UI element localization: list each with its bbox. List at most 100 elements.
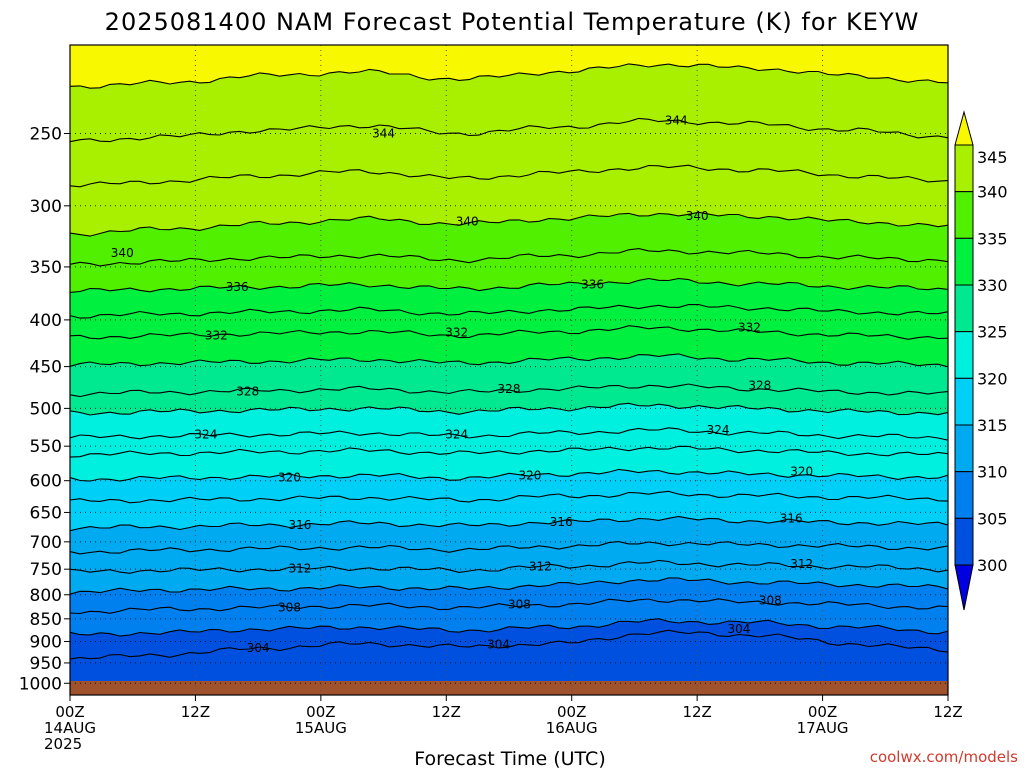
contour-label-344: 344 bbox=[665, 114, 688, 128]
contour-line-330 bbox=[70, 353, 948, 368]
contour-line-346 bbox=[70, 63, 948, 89]
contour-line-312 bbox=[70, 559, 948, 574]
contour-lines bbox=[70, 63, 948, 660]
x-tick-label: 00Z bbox=[55, 703, 84, 721]
contour-line-316 bbox=[70, 515, 948, 532]
y-tick-label: 650 bbox=[30, 503, 62, 523]
chart-title: 2025081400 NAM Forecast Potential Temper… bbox=[105, 8, 920, 36]
contour-label-text: 324 bbox=[707, 423, 730, 437]
contour-label-text: 328 bbox=[748, 379, 771, 393]
colorbar-box bbox=[954, 284, 974, 333]
contour-label-text: 304 bbox=[487, 638, 510, 652]
colorbar-box bbox=[954, 517, 974, 566]
colorbar-box bbox=[954, 471, 974, 519]
colorbar-tick-label: 340 bbox=[977, 183, 1008, 202]
y-tick-label: 450 bbox=[30, 358, 62, 378]
contour-label-text: 320 bbox=[518, 468, 541, 482]
contour-line-310 bbox=[70, 577, 948, 595]
fill-band-above-346 bbox=[70, 45, 948, 89]
contour-label-text: 308 bbox=[278, 600, 301, 614]
y-tick-label: 850 bbox=[30, 610, 62, 630]
contour-label-text: 344 bbox=[665, 114, 688, 128]
contour-line-306 bbox=[70, 618, 948, 637]
colorbar-box bbox=[954, 237, 974, 286]
contour-line-322 bbox=[70, 445, 948, 458]
ground-surface bbox=[70, 681, 948, 695]
colorbar-tick-label: 345 bbox=[977, 148, 1008, 167]
contour-label-312: 312 bbox=[790, 557, 813, 571]
contour-label-text: 324 bbox=[194, 427, 217, 441]
y-tick-label: 300 bbox=[30, 197, 62, 217]
x-tick-label: 14AUG bbox=[44, 719, 96, 737]
x-tick-label: 00Z bbox=[557, 703, 586, 721]
x-tick-label: 12Z bbox=[933, 703, 962, 721]
contour-label-304: 304 bbox=[487, 638, 510, 652]
contour-label-304: 304 bbox=[727, 622, 750, 636]
contour-label-320: 320 bbox=[518, 468, 541, 482]
contour-label-text: 336 bbox=[226, 280, 249, 294]
contour-line-334 bbox=[70, 303, 948, 319]
contour-label-324: 324 bbox=[194, 427, 217, 441]
x-tick-label: 15AUG bbox=[295, 719, 347, 737]
contour-label-344: 344 bbox=[372, 126, 395, 140]
x-axis-label: Forecast Time (UTC) bbox=[414, 748, 605, 768]
y-tick-label: 400 bbox=[30, 311, 62, 331]
contour-label-text: 328 bbox=[236, 384, 259, 398]
colorbar-tick-label: 320 bbox=[977, 369, 1008, 388]
y-axis: 2503003504004505005506006507007508008509… bbox=[19, 124, 70, 694]
y-tick-label: 750 bbox=[30, 560, 62, 580]
contour-line-324 bbox=[70, 427, 948, 441]
y-tick-label: 800 bbox=[30, 586, 62, 606]
contour-label-text: 320 bbox=[790, 464, 813, 478]
contour-line-314 bbox=[70, 541, 948, 555]
colorbar-box bbox=[954, 144, 974, 193]
colorbar-tick-label: 315 bbox=[977, 416, 1008, 435]
colorbar-box bbox=[954, 424, 974, 473]
contour-line-338 bbox=[70, 248, 948, 267]
contour-label-304: 304 bbox=[247, 641, 270, 655]
contour-label-text: 308 bbox=[759, 594, 782, 608]
contour-label-text: 316 bbox=[288, 518, 311, 532]
colorbar-tick-label: 330 bbox=[977, 276, 1008, 295]
contour-label-text: 344 bbox=[372, 126, 395, 140]
contour-label-336: 336 bbox=[226, 280, 249, 294]
colorbar-extend-top bbox=[954, 110, 974, 146]
colorbar-tick-label: 305 bbox=[977, 509, 1008, 528]
contour-label-332: 332 bbox=[738, 321, 761, 335]
contour-label-332: 332 bbox=[205, 328, 228, 342]
contour-label-text: 312 bbox=[529, 560, 552, 574]
contour-label-text: 304 bbox=[727, 622, 750, 636]
contour-label-328: 328 bbox=[748, 379, 771, 393]
y-tick-label: 1000 bbox=[19, 674, 62, 694]
y-tick-label: 900 bbox=[30, 632, 62, 652]
contour-line-342 bbox=[70, 164, 948, 188]
y-tick-label: 500 bbox=[30, 399, 62, 419]
contour-label-text: 332 bbox=[205, 328, 228, 342]
contour-fills bbox=[70, 45, 948, 695]
colorbar-tick-label: 310 bbox=[977, 463, 1008, 482]
contour-label-308: 308 bbox=[508, 598, 531, 612]
contour-label-text: 340 bbox=[686, 209, 709, 223]
contour-line-340 bbox=[70, 211, 948, 237]
colorbar-tick-label: 300 bbox=[977, 556, 1008, 575]
y-tick-label: 600 bbox=[30, 472, 62, 492]
contour-line-336 bbox=[70, 277, 948, 293]
contour-label-text: 316 bbox=[550, 515, 573, 529]
contour-label-336: 336 bbox=[581, 278, 604, 292]
contour-label-text: 316 bbox=[780, 511, 803, 525]
x-tick-label: 00Z bbox=[306, 703, 335, 721]
x-tick-label: 12Z bbox=[682, 703, 711, 721]
contour-label-text: 324 bbox=[445, 427, 468, 441]
contour-label-340: 340 bbox=[686, 209, 709, 223]
contour-label-316: 316 bbox=[288, 518, 311, 532]
x-tick-label: 17AUG bbox=[797, 719, 849, 737]
contour-label-text: 340 bbox=[456, 214, 479, 228]
contour-line-318 bbox=[70, 490, 948, 504]
contour-label-text: 340 bbox=[111, 246, 134, 260]
contour-label-332: 332 bbox=[445, 326, 468, 340]
colorbar-tick-label: 335 bbox=[977, 229, 1008, 248]
contour-label-text: 320 bbox=[278, 470, 301, 484]
contour-label-308: 308 bbox=[759, 594, 782, 608]
y-tick-label: 350 bbox=[30, 258, 62, 278]
